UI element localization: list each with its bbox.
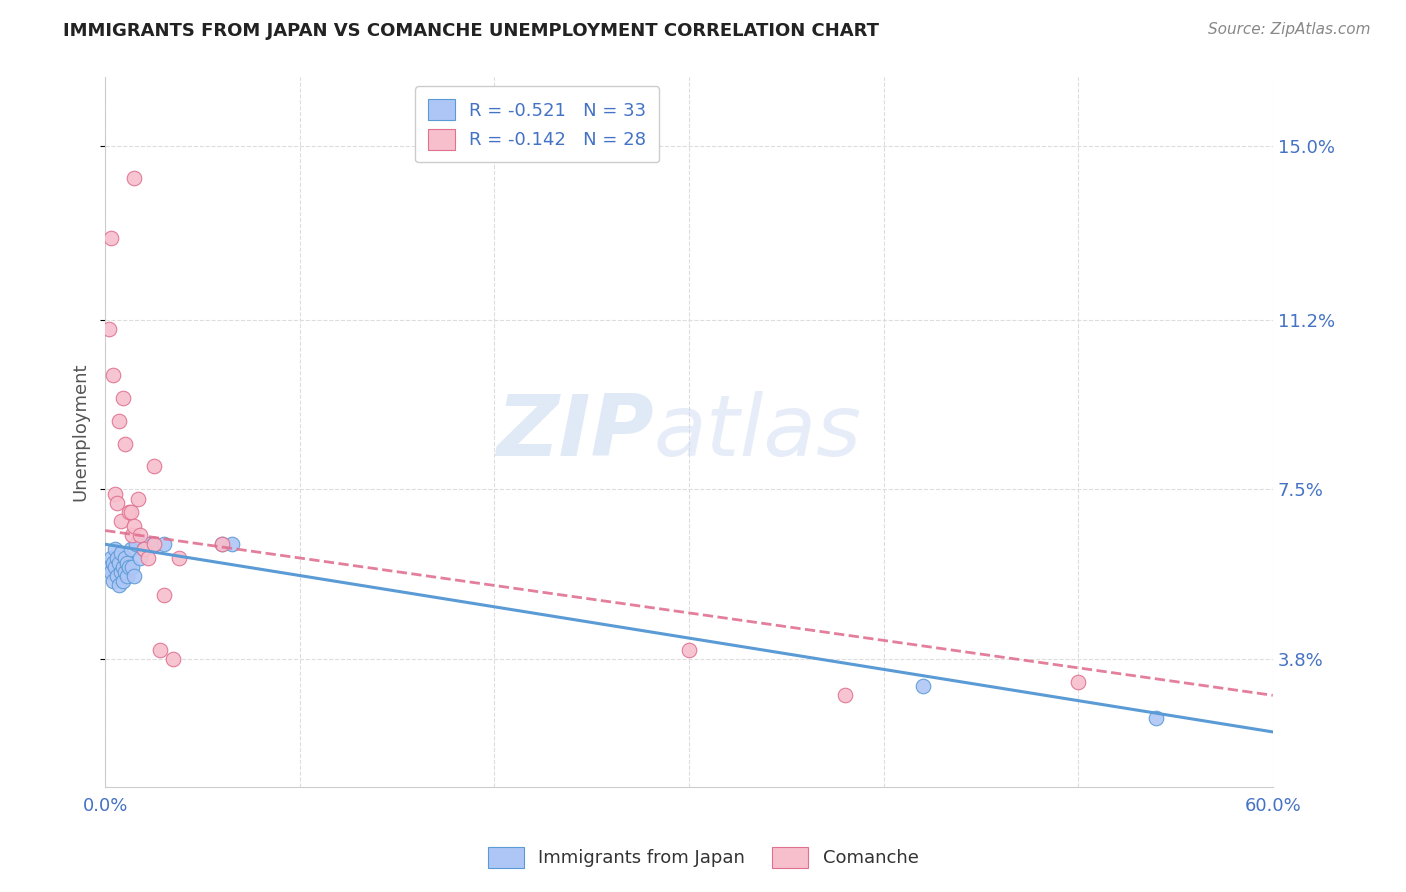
Point [111, 560, 134, 574]
Point [142, 459, 165, 474]
Text: atlas: atlas [654, 391, 862, 474]
Point [120, 505, 142, 519]
Point [114, 565, 136, 579]
Point [108, 556, 131, 570]
Point [162, 651, 184, 665]
Point [142, 537, 165, 551]
Point [114, 551, 136, 566]
Point [1067, 674, 1090, 689]
Point [105, 496, 128, 510]
Point [120, 541, 142, 556]
Point [108, 578, 131, 592]
Point [136, 537, 159, 551]
Point [129, 528, 152, 542]
Point [834, 688, 856, 702]
Point [911, 679, 934, 693]
Point [101, 574, 124, 588]
Point [152, 588, 174, 602]
Text: ZIP: ZIP [496, 391, 654, 474]
Point [1144, 711, 1167, 725]
Legend: R = -0.521   N = 33, R = -0.142   N = 28: R = -0.521 N = 33, R = -0.142 N = 28 [415, 87, 659, 162]
Point [134, 541, 156, 556]
Point [101, 556, 124, 570]
Point [129, 551, 152, 566]
Point [104, 560, 127, 574]
Point [121, 560, 143, 574]
Point [100, 230, 122, 244]
Point [211, 537, 233, 551]
Point [125, 537, 148, 551]
Point [104, 487, 127, 501]
Point [115, 556, 138, 570]
Point [124, 171, 146, 186]
Point [115, 569, 138, 583]
Point [136, 551, 159, 566]
Point [98, 560, 121, 574]
Point [98, 322, 121, 336]
Point [105, 551, 128, 566]
Point [134, 541, 156, 556]
Text: Source: ZipAtlas.com: Source: ZipAtlas.com [1208, 22, 1371, 37]
Point [117, 505, 139, 519]
Point [105, 569, 128, 583]
Point [152, 537, 174, 551]
Point [104, 541, 127, 556]
Y-axis label: Unemployment: Unemployment [72, 363, 89, 501]
Point [110, 565, 132, 579]
Point [124, 569, 146, 583]
Point [100, 565, 122, 579]
Point [124, 519, 146, 533]
Point [211, 537, 233, 551]
Point [149, 642, 172, 657]
Point [100, 551, 122, 566]
Point [121, 528, 143, 542]
Point [101, 368, 124, 382]
Point [111, 574, 134, 588]
Point [111, 391, 134, 405]
Point [110, 515, 132, 529]
Point [167, 551, 190, 566]
Point [108, 414, 131, 428]
Point [110, 546, 132, 560]
Text: IMMIGRANTS FROM JAPAN VS COMANCHE UNEMPLOYMENT CORRELATION CHART: IMMIGRANTS FROM JAPAN VS COMANCHE UNEMPL… [63, 22, 879, 40]
Point [221, 537, 243, 551]
Point [114, 436, 136, 450]
Point [117, 560, 139, 574]
Point [127, 491, 149, 506]
Point [142, 537, 165, 551]
Legend: Immigrants from Japan, Comanche: Immigrants from Japan, Comanche [477, 836, 929, 879]
Point [678, 642, 700, 657]
